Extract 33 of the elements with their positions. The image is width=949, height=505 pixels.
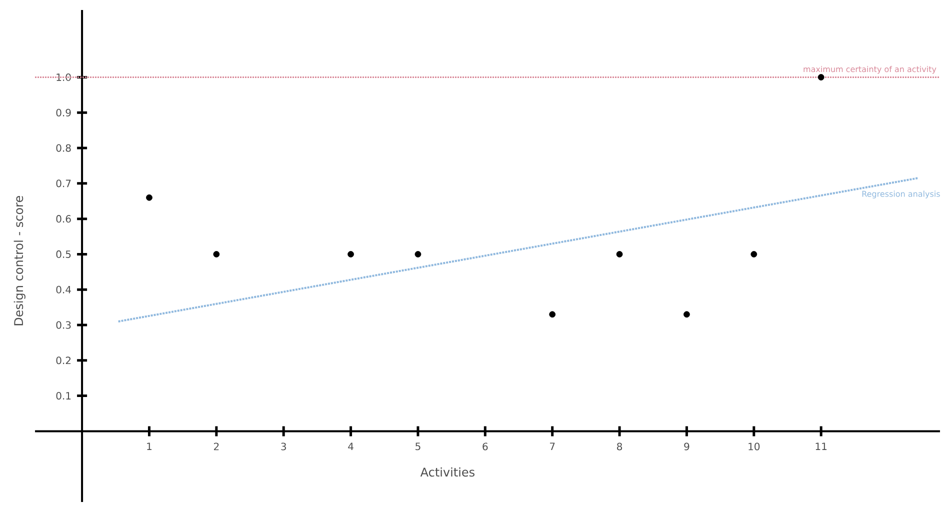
point (684, 311, 690, 318)
point (549, 311, 556, 318)
y-tick-label: 0.8 (56, 144, 71, 152)
point (818, 74, 824, 80)
x-tick-label: 7 (550, 442, 555, 450)
y-tick-label: 0.1 (56, 392, 71, 400)
ref-line-label: maximum certainty of an activity (804, 66, 936, 74)
y-tick-label: 0.2 (56, 356, 71, 364)
x-tick-label: 1 (147, 442, 152, 450)
x-tick-label: 9 (684, 442, 690, 450)
x-tick-label: 8 (617, 442, 622, 450)
y-tick-label: 0.3 (56, 321, 71, 329)
x-tick-label: 10 (748, 442, 760, 450)
x-tick-label: 2 (214, 442, 219, 450)
x-tick-label: 4 (348, 442, 354, 450)
y-tick-label: 0.7 (56, 180, 71, 188)
x-tick-label: 6 (482, 442, 488, 450)
y-axis-title: Design control - score (14, 196, 26, 326)
y-tick-label: 0.9 (56, 108, 71, 116)
y-tick-label: 0.6 (56, 215, 71, 223)
x-tick-label: 3 (281, 442, 286, 450)
point (750, 251, 758, 258)
y-tick-label: 0.4 (56, 286, 71, 294)
series-label: Regression analysis (862, 190, 940, 198)
x-tick-label: 5 (416, 442, 420, 450)
point (213, 251, 220, 258)
y-tick-label: 0.5 (56, 250, 71, 258)
point (146, 194, 152, 201)
point (616, 251, 623, 258)
point (348, 251, 354, 258)
point (414, 251, 422, 258)
x-axis-title: Activities (420, 467, 474, 477)
x-tick-label: 11 (816, 442, 827, 450)
